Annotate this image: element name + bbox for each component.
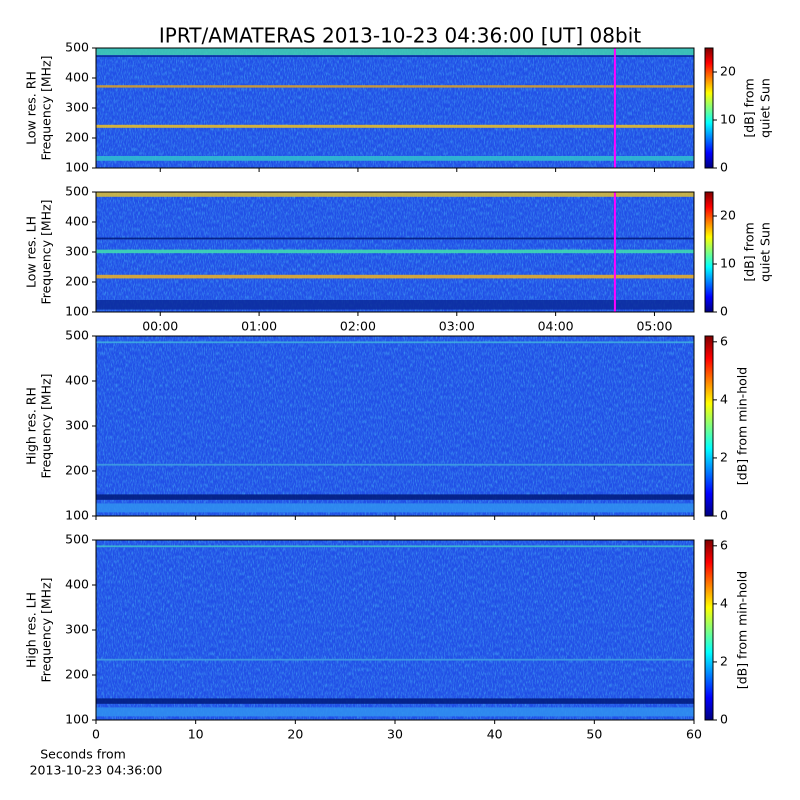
spectrogram-band [96,237,694,240]
spectrogram-band [96,249,694,254]
x-tick-label: 30 [387,727,403,742]
colorbar-tick-label: 2 [720,449,728,464]
y-tick-label: 400 [65,70,89,85]
spectrogram-band [96,300,694,310]
spectrogram-band [96,494,694,500]
x-tick-label: 01:00 [241,319,277,334]
y-tick-label: 300 [65,100,89,115]
colorbar-tick-label: 20 [720,64,736,79]
spectrogram-noise [96,336,694,516]
spectrogram-band [96,463,694,466]
y-axis-label: Frequency [MHz] [39,577,54,682]
x-tick-label: 40 [487,727,503,742]
y-tick-label: 400 [65,214,89,229]
spectrogram-band [96,274,694,279]
x-tick-label: 03:00 [439,319,475,334]
x-tick-label: 00:00 [142,319,178,334]
colorbar-label: [dB] from min-hold [735,571,750,689]
y-tick-label: 100 [65,508,89,523]
y-tick-label: 400 [65,577,89,592]
y-axis-label: Frequency [MHz] [39,199,54,304]
colorbar-label: quiet Sun [758,78,773,138]
colorbar [704,335,714,517]
y-tick-label: 500 [65,184,89,199]
spectrogram-band [96,658,694,661]
colorbar-tick-label: 4 [720,391,728,406]
spectrogram-band [96,503,694,513]
spectrogram-band [96,698,694,704]
colorbar-label: quiet Sun [758,222,773,282]
y-tick-label: 200 [65,274,89,289]
colorbar [704,47,714,169]
y-tick-label: 300 [65,244,89,259]
x-tick-label: 50 [586,727,602,742]
x-tick-label: 04:00 [538,319,574,334]
colorbar-tick-label: 20 [720,208,736,223]
y-tick-label: 300 [65,622,89,637]
y-axis-label: High res. RH [24,387,39,465]
spectrogram-band [96,341,694,344]
y-tick-label: 500 [65,40,89,55]
y-tick-label: 400 [65,373,89,388]
x-tick-label: 05:00 [636,319,672,334]
spectrogram-band [96,85,694,88]
x-tick-label: 20 [287,727,303,742]
y-tick-label: 500 [65,328,89,343]
spectrogram-band [96,124,694,128]
x-tick-label: 02:00 [340,319,376,334]
y-tick-label: 100 [65,712,89,727]
y-axis-label: High res. LH [24,592,39,668]
spectrogram-noise [96,540,694,720]
colorbar-label: [dB] from [742,78,757,137]
spectrogram-band [96,55,694,57]
colorbar-tick-label: 0 [720,160,728,175]
y-axis-label: Frequency [MHz] [39,55,54,160]
colorbar-tick-label: 6 [720,537,728,552]
x-axis-label: Seconds from [40,747,126,762]
spectrogram-band [96,48,694,56]
colorbar-label: [dB] from [742,222,757,281]
y-tick-label: 200 [65,130,89,145]
colorbar-tick-label: 10 [720,256,736,271]
colorbar-tick-label: 0 [720,712,728,727]
colorbar-tick-label: 6 [720,333,728,348]
colorbar [704,191,714,313]
y-tick-label: 500 [65,532,89,547]
colorbar-tick-label: 0 [720,508,728,523]
x-tick-label: 60 [686,727,702,742]
colorbar-tick-label: 2 [720,653,728,668]
spectrogram-band [96,545,694,548]
y-tick-label: 300 [65,418,89,433]
y-axis-label: Frequency [MHz] [39,373,54,478]
spectrogram-noise [96,48,694,168]
spectrogram-band [96,192,694,197]
colorbar-tick-label: 4 [720,595,728,610]
y-axis-label: Low res. LH [24,216,39,288]
colorbar-label: [dB] from min-hold [735,367,750,485]
spectrogram-band [96,156,694,161]
x-tick-label: 10 [188,727,204,742]
y-axis-label: Low res. RH [24,71,39,145]
y-tick-label: 200 [65,667,89,682]
spectrogram-band [96,707,694,717]
colorbar [704,539,714,721]
colorbar-tick-label: 10 [720,112,736,127]
y-tick-label: 100 [65,160,89,175]
y-tick-label: 100 [65,304,89,319]
y-tick-label: 200 [65,463,89,478]
x-axis-label: 2013-10-23 04:36:00 [30,763,163,778]
figure-title: IPRT/AMATERAS 2013-10-23 04:36:00 [UT] 0… [159,24,641,48]
x-tick-label: 0 [92,727,100,742]
colorbar-tick-label: 0 [720,304,728,319]
